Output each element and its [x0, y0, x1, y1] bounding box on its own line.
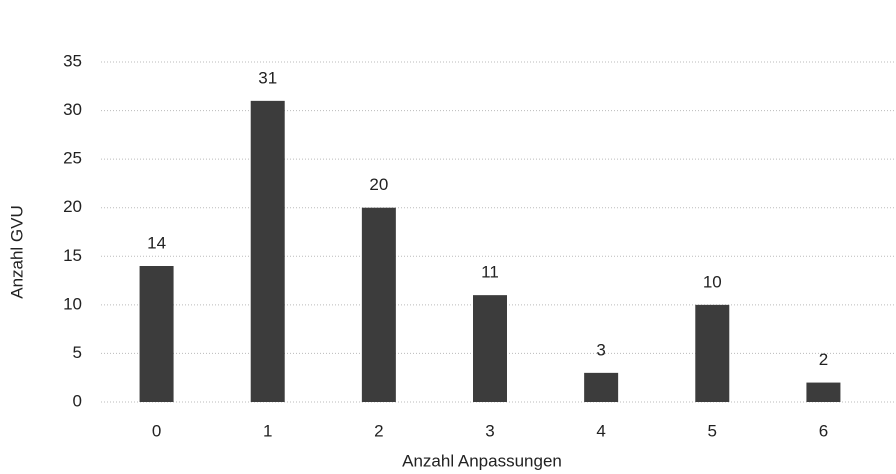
data-label: 20 [369, 175, 388, 194]
data-label: 11 [481, 263, 499, 282]
bar [250, 100, 285, 402]
bar [695, 304, 730, 402]
x-tick-label: 0 [152, 421, 161, 440]
y-tick-label: 10 [63, 294, 82, 313]
bar [806, 382, 841, 402]
bar [584, 372, 619, 402]
data-label: 3 [596, 340, 605, 359]
x-tick-label: 3 [485, 421, 494, 440]
y-tick-label: 5 [73, 343, 82, 362]
y-tick-label: 20 [63, 197, 82, 216]
bar [139, 266, 174, 402]
data-label: 31 [258, 68, 277, 87]
x-tick-label: 4 [596, 421, 605, 440]
y-axis-title: Anzahl GVU [7, 205, 26, 299]
y-tick-label: 15 [63, 246, 82, 265]
x-tick-label: 6 [819, 421, 828, 440]
bar [473, 295, 507, 402]
bar [361, 207, 396, 402]
data-label: 2 [819, 350, 828, 369]
x-tick-label: 1 [263, 421, 272, 440]
data-label: 14 [147, 233, 166, 252]
y-tick-label: 35 [63, 51, 82, 70]
x-tick-label: 2 [374, 421, 383, 440]
x-axis-title: Anzahl Anpassungen [402, 451, 562, 470]
y-tick-label: 0 [73, 391, 82, 410]
x-tick-label: 5 [708, 421, 717, 440]
y-tick-label: 30 [63, 100, 82, 119]
data-label: 10 [703, 272, 722, 291]
y-tick-label: 25 [63, 149, 82, 168]
